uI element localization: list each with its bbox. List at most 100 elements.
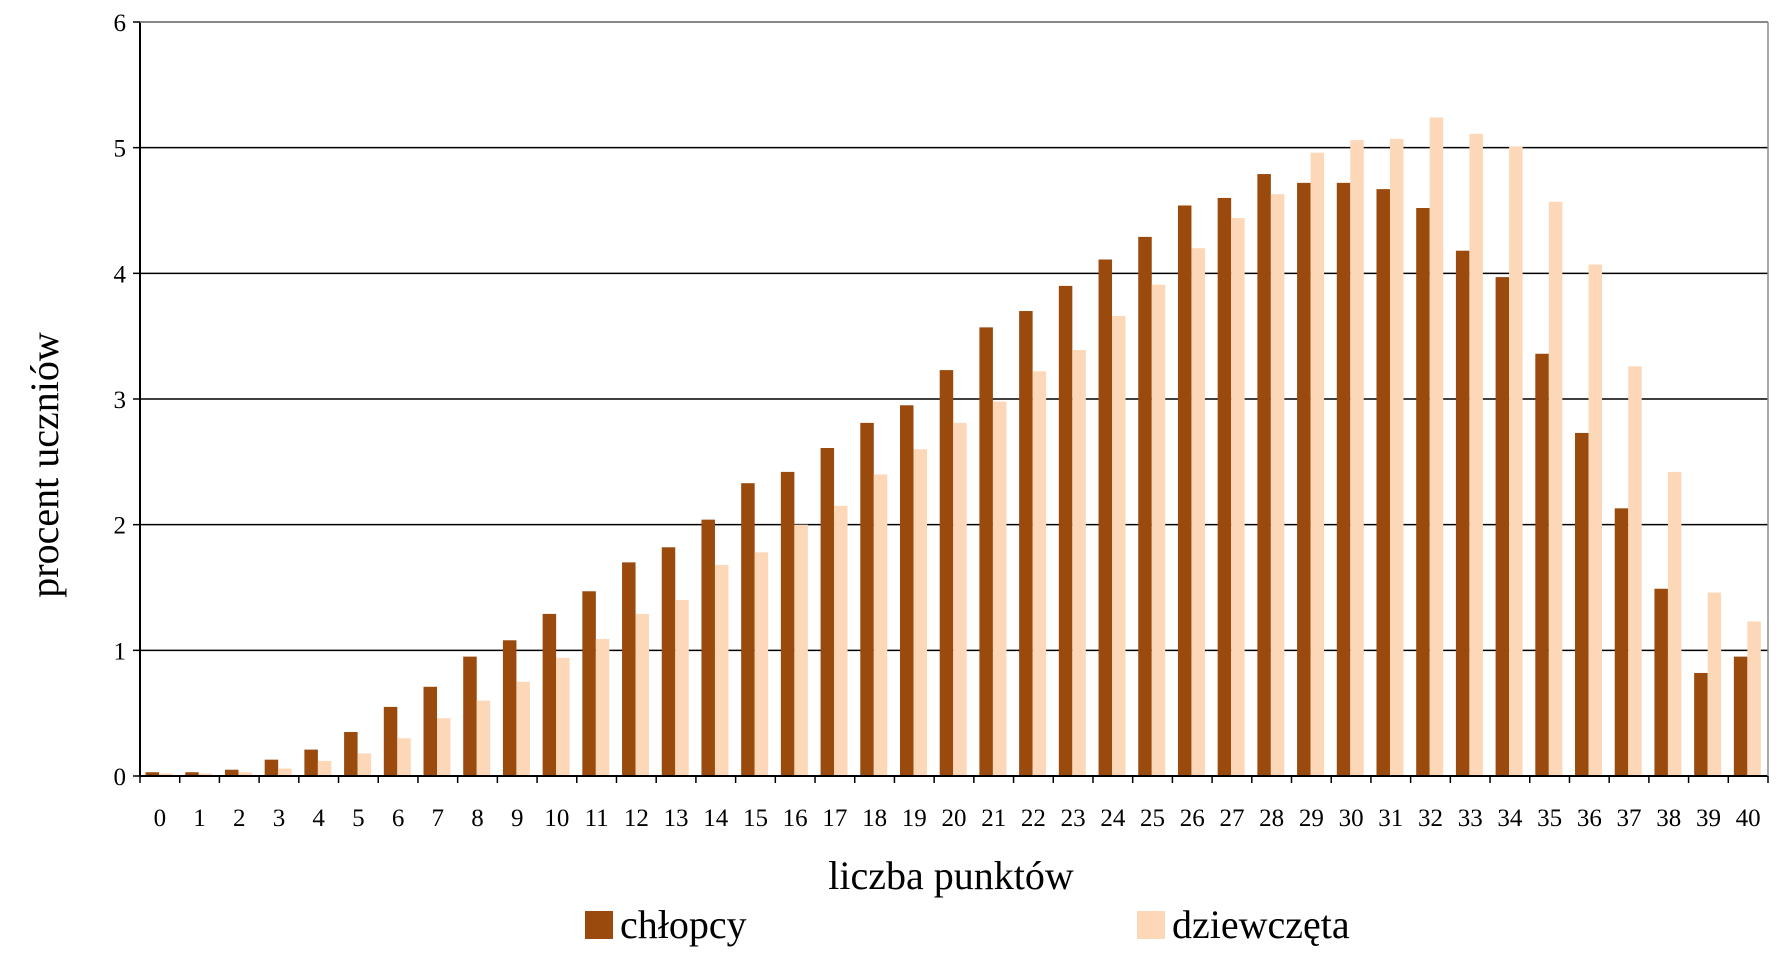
bar-series-1-25: [1151, 284, 1166, 776]
x-tick-label-37: 37: [1617, 805, 1642, 832]
bar-series-1-12: [635, 613, 650, 776]
x-tick-label-40: 40: [1736, 805, 1761, 832]
bar-series-0-9: [502, 640, 517, 776]
bar-series-0-15: [741, 483, 755, 776]
y-tick-label-4: 4: [114, 261, 127, 288]
bar-series-1-40: [1747, 621, 1761, 776]
x-tick-label-35: 35: [1537, 805, 1562, 832]
bar-series-0-11: [582, 591, 596, 776]
x-tick-label-39: 39: [1696, 805, 1721, 832]
x-tick-label-8: 8: [471, 805, 484, 832]
bar-series-1-8: [476, 700, 491, 776]
bar-series-0-7: [423, 686, 438, 776]
bar-series-0-24: [1098, 259, 1113, 776]
bar-series-1-24: [1112, 316, 1126, 776]
x-axis-title: liczba punktów: [828, 853, 1074, 898]
x-tick-label-28: 28: [1259, 805, 1284, 832]
bar-series-1-34: [1509, 146, 1523, 776]
legend-label-dziewczeta: dziewczęta: [1172, 902, 1350, 947]
x-tick-label-33: 33: [1458, 805, 1483, 832]
bar-series-1-32: [1429, 117, 1444, 777]
bar-series-0-36: [1575, 432, 1589, 776]
bar-series-0-30: [1336, 182, 1351, 776]
y-tick-label-2: 2: [114, 513, 127, 540]
bar-series-1-33: [1469, 133, 1483, 777]
x-tick-label-23: 23: [1061, 805, 1086, 832]
bar-series-0-23: [1058, 285, 1073, 776]
x-tick-label-2: 2: [233, 805, 246, 832]
bar-series-0-18: [860, 422, 874, 776]
bar-series-0-0: [145, 772, 160, 776]
y-tick-label-3: 3: [114, 387, 127, 414]
x-tick-label-16: 16: [783, 805, 808, 832]
bar-series-0-37: [1614, 508, 1629, 776]
y-tick-label-0: 0: [114, 764, 127, 791]
legend-swatch-dziewczeta: [1137, 911, 1165, 939]
bar-series-1-9: [516, 681, 530, 776]
y-axis-title: procent uczniów: [22, 332, 67, 598]
x-tick-label-5: 5: [352, 805, 365, 832]
bar-series-0-5: [344, 732, 358, 776]
x-tick-label-4: 4: [312, 805, 325, 832]
bar-series-1-38: [1667, 471, 1682, 776]
x-tick-label-17: 17: [822, 805, 847, 832]
x-tick-label-32: 32: [1418, 805, 1443, 832]
bar-series-1-15: [754, 552, 769, 776]
bar-series-0-28: [1257, 174, 1271, 777]
bar-series-1-1: [198, 773, 213, 776]
x-tick-label-22: 22: [1021, 805, 1046, 832]
legend-swatch-chlopcy: [585, 911, 613, 939]
x-tick-label-6: 6: [392, 805, 405, 832]
bar-series-0-22: [1019, 311, 1033, 776]
x-tick-label-27: 27: [1219, 805, 1244, 832]
bar-series-0-6: [383, 706, 398, 776]
x-tick-label-7: 7: [432, 805, 445, 832]
bar-series-1-20: [953, 422, 967, 776]
bar-series-1-23: [1072, 349, 1086, 776]
x-tick-label-21: 21: [981, 805, 1006, 832]
y-tick-label-1: 1: [114, 638, 127, 665]
bar-series-1-37: [1628, 366, 1642, 776]
bar-series-1-13: [675, 600, 689, 776]
bar-series-1-7: [437, 718, 451, 776]
x-tick-label-15: 15: [743, 805, 768, 832]
bar-series-1-28: [1270, 194, 1285, 776]
x-tick-label-12: 12: [624, 805, 649, 832]
bar-series-0-14: [701, 519, 715, 776]
bar-series-1-5: [357, 753, 372, 776]
bar-series-1-14: [714, 564, 729, 776]
bar-series-0-21: [979, 327, 993, 776]
bar-series-0-17: [820, 448, 835, 776]
bar-series-1-19: [913, 449, 927, 776]
bar-series-1-27: [1231, 218, 1245, 777]
x-tick-label-26: 26: [1180, 805, 1205, 832]
bar-series-1-26: [1191, 248, 1205, 776]
x-tick-label-13: 13: [664, 805, 689, 832]
bar-series-1-29: [1310, 152, 1325, 776]
x-tick-label-10: 10: [544, 805, 569, 832]
bar-series-1-35: [1548, 201, 1563, 776]
x-tick-label-24: 24: [1100, 805, 1126, 832]
bar-series-0-8: [463, 656, 477, 776]
bar-series-0-2: [224, 769, 239, 776]
x-tick-label-18: 18: [862, 805, 887, 832]
bar-series-0-34: [1495, 277, 1510, 776]
bar-series-1-36: [1588, 264, 1603, 776]
legend: chłopcy dziewczęta: [585, 902, 1350, 947]
x-tick-label-9: 9: [511, 805, 524, 832]
bar-series-0-40: [1733, 656, 1748, 776]
bar-series-1-18: [873, 474, 888, 776]
x-tick-label-29: 29: [1299, 805, 1324, 832]
bar-series-0-27: [1217, 197, 1232, 776]
axes: [133, 21, 1769, 783]
bar-series-1-3: [278, 768, 292, 776]
x-tick-label-36: 36: [1577, 805, 1602, 832]
bar-series-1-39: [1707, 592, 1722, 776]
bar-series-0-12: [622, 562, 636, 776]
x-tick-label-34: 34: [1497, 805, 1523, 832]
bar-series-0-1: [185, 772, 199, 776]
bar-series-1-22: [1032, 371, 1047, 776]
x-tick-label-3: 3: [273, 805, 286, 832]
